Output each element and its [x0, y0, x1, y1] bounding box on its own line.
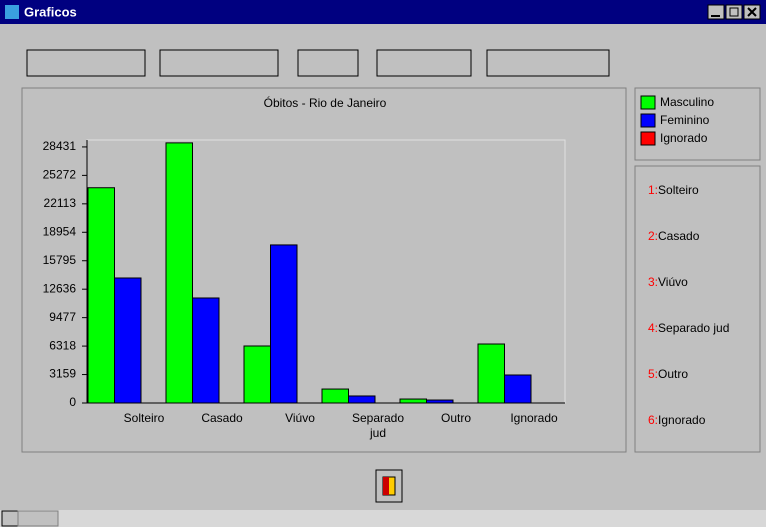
x-tick-label: Solteiro — [123, 411, 165, 425]
bar — [321, 388, 349, 404]
key-label: Outro — [658, 367, 689, 381]
key-label: Solteiro — [658, 183, 699, 197]
y-tick-label: 12636 — [43, 281, 77, 295]
bar — [243, 345, 271, 404]
bar — [426, 399, 454, 404]
key-label: Separado jud — [658, 321, 730, 335]
bar — [192, 297, 220, 404]
x-tick-label: Outro — [440, 411, 471, 425]
key-number: 1: — [648, 183, 659, 197]
key-number: 5: — [648, 367, 659, 381]
bar — [114, 277, 142, 404]
key-number: 2: — [648, 229, 659, 243]
title-bar — [0, 0, 766, 24]
key-label: Casado — [658, 229, 700, 243]
key-number: 6: — [648, 413, 659, 427]
y-tick-label: 28431 — [43, 139, 77, 153]
window-title: Graficos — [24, 4, 77, 19]
y-tick-label: 9477 — [49, 310, 76, 324]
app-icon — [5, 5, 19, 19]
category-key — [634, 165, 761, 453]
legend — [634, 87, 761, 161]
legend-label: Masculino — [660, 95, 714, 109]
key-entry: 6:Ignorado — [648, 413, 705, 427]
x-tick-label: Separado jud — [351, 411, 405, 440]
toolbar[interactable] — [26, 49, 610, 77]
x-tick-label: Viúvo — [285, 411, 315, 425]
key-entry: 4:Separado jud — [648, 321, 729, 335]
key-entry: 3:Viúvo — [648, 275, 688, 289]
key-entry: 1:Solteiro — [648, 183, 699, 197]
key-entry: 5:Outro — [648, 367, 688, 381]
key-label: Ignorado — [658, 413, 706, 427]
x-tick-label: Ignorado — [510, 411, 558, 425]
y-tick-label: 22113 — [44, 196, 77, 210]
legend-swatch — [640, 131, 656, 146]
bar — [87, 187, 115, 404]
y-tick-label: 15795 — [43, 253, 77, 267]
y-tick-label: 0 — [69, 395, 76, 409]
window-controls[interactable] — [707, 4, 761, 20]
legend-swatch — [640, 113, 656, 128]
scrollbar[interactable] — [0, 510, 766, 527]
x-tick-label: Casado — [201, 411, 243, 425]
bar — [165, 142, 193, 404]
legend-swatch — [640, 95, 656, 110]
bar — [270, 244, 298, 404]
bar — [504, 374, 532, 404]
key-number: 4: — [648, 321, 659, 335]
bar — [477, 343, 505, 404]
key-entry: 2:Casado — [648, 229, 699, 243]
y-tick-label: 6318 — [49, 338, 76, 352]
key-number: 3: — [648, 275, 659, 289]
key-label: Viúvo — [658, 275, 688, 289]
bar — [348, 395, 376, 404]
bar — [399, 398, 427, 404]
legend-label: Ignorado — [660, 131, 708, 145]
legend-label: Feminino — [660, 113, 710, 127]
y-tick-label: 18954 — [43, 224, 77, 238]
y-tick-label: 25272 — [43, 168, 77, 182]
exit-button[interactable] — [375, 469, 403, 503]
chart-title: Óbitos - Rio de Janeiro — [264, 95, 387, 110]
y-tick-label: 3159 — [49, 367, 76, 381]
